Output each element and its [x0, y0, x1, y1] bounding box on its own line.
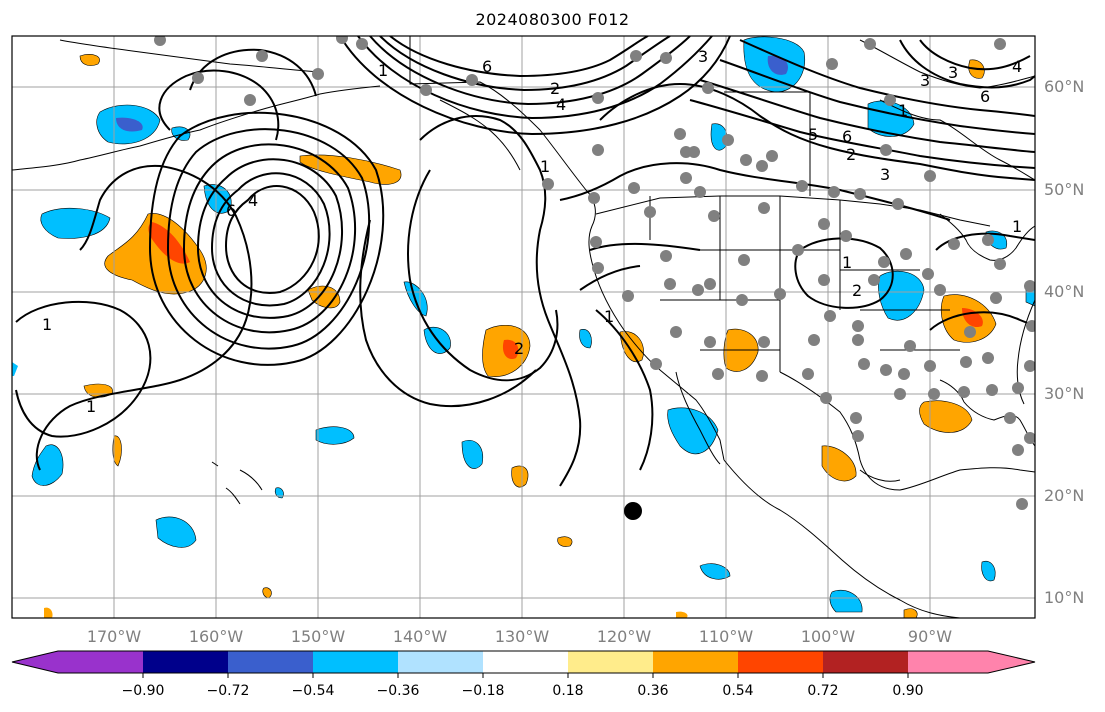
colorbar-swatch	[12, 651, 58, 673]
contour-label: 6	[842, 127, 852, 146]
colorbar-tick-label: 0.18	[552, 683, 584, 699]
contour-label: 6	[482, 57, 492, 76]
lat-label: 60°N	[1044, 77, 1085, 96]
contour-label: 6	[980, 87, 990, 106]
colorbar-tick-label: −0.72	[206, 683, 250, 699]
contour-label: 2	[852, 281, 862, 300]
colorbar-tick-label: 0.90	[892, 683, 924, 699]
contour-label: 4	[556, 95, 566, 114]
lon-label: 160°W	[188, 627, 244, 646]
contour-label: 1	[378, 61, 388, 80]
colorbar-swatch	[483, 651, 568, 673]
contour-label: 1	[540, 157, 550, 176]
lon-label: 140°W	[392, 627, 448, 646]
colorbar-tick-label: −0.18	[461, 683, 505, 699]
lon-label: 90°W	[907, 627, 953, 646]
negative-shading	[12, 36, 1035, 613]
contour-label: 3	[698, 47, 708, 66]
map-frame	[11, 35, 1036, 619]
colorbar-swatch	[568, 651, 653, 673]
colorbar-swatch	[58, 651, 143, 673]
colorbar-swatch	[908, 651, 988, 673]
colorbar-swatch	[653, 651, 738, 673]
map-title: 2024080300 F012	[475, 10, 630, 29]
colorbar	[11, 650, 1036, 678]
contour-label: 2	[550, 79, 560, 98]
contour-label-group: 1 1 1 1 1 1 1 1 2 2 2 2 3 3 3 3 4 4 4 5 …	[42, 47, 1022, 416]
colorbar-swatch	[823, 651, 908, 673]
coastlines	[12, 36, 1035, 618]
colorbar-swatch	[398, 651, 483, 673]
contour-label: 4	[1012, 57, 1022, 76]
colorbar-tick-label: 0.54	[722, 683, 754, 699]
lon-label: 150°W	[290, 627, 346, 646]
contour-label: 2	[846, 145, 856, 164]
contour-label: 1	[1012, 217, 1022, 236]
lon-label: 100°W	[800, 627, 856, 646]
lat-label: 10°N	[1044, 588, 1085, 607]
colorbar-swatch	[313, 651, 398, 673]
contour-label: 1	[842, 253, 852, 272]
lat-label: 20°N	[1044, 486, 1085, 505]
contour-label: 5	[808, 125, 818, 144]
lon-label: 130°W	[494, 627, 550, 646]
colorbar-tick-label: 0.36	[637, 683, 669, 699]
colorbar-outline	[11, 650, 1036, 674]
colorbar-tick-label: −0.90	[121, 683, 165, 699]
tropical-cyclone-marker	[624, 502, 642, 520]
contour-label: 2	[514, 339, 524, 358]
contour-label: 6	[226, 201, 236, 220]
colorbar-tick-label: −0.36	[376, 683, 420, 699]
graticule	[12, 36, 1035, 618]
colorbar-tick-label: −0.54	[291, 683, 335, 699]
colorbar-swatch	[143, 651, 228, 673]
colorbar-tick-label: 0.72	[807, 683, 839, 699]
lat-label: 40°N	[1044, 282, 1085, 301]
contour-label: 1	[898, 101, 908, 120]
contour-label: 1	[42, 315, 52, 334]
contour-label: 3	[920, 71, 930, 90]
contour-label: 3	[880, 165, 890, 184]
contour-label: 4	[248, 191, 258, 210]
contour-label: 3	[948, 63, 958, 82]
station-markers	[154, 36, 1035, 510]
contour-lines	[15, 36, 1035, 487]
lat-label: 30°N	[1044, 384, 1085, 403]
lon-label: 170°W	[86, 627, 142, 646]
colorbar-swatch	[228, 651, 313, 673]
contour-label: 1	[604, 307, 614, 326]
colorbar-swatch	[988, 651, 1035, 673]
lat-label: 50°N	[1044, 180, 1085, 199]
lon-label: 120°W	[596, 627, 652, 646]
colorbar-swatch	[738, 651, 823, 673]
lon-label: 110°W	[698, 627, 754, 646]
contour-label: 1	[86, 397, 96, 416]
